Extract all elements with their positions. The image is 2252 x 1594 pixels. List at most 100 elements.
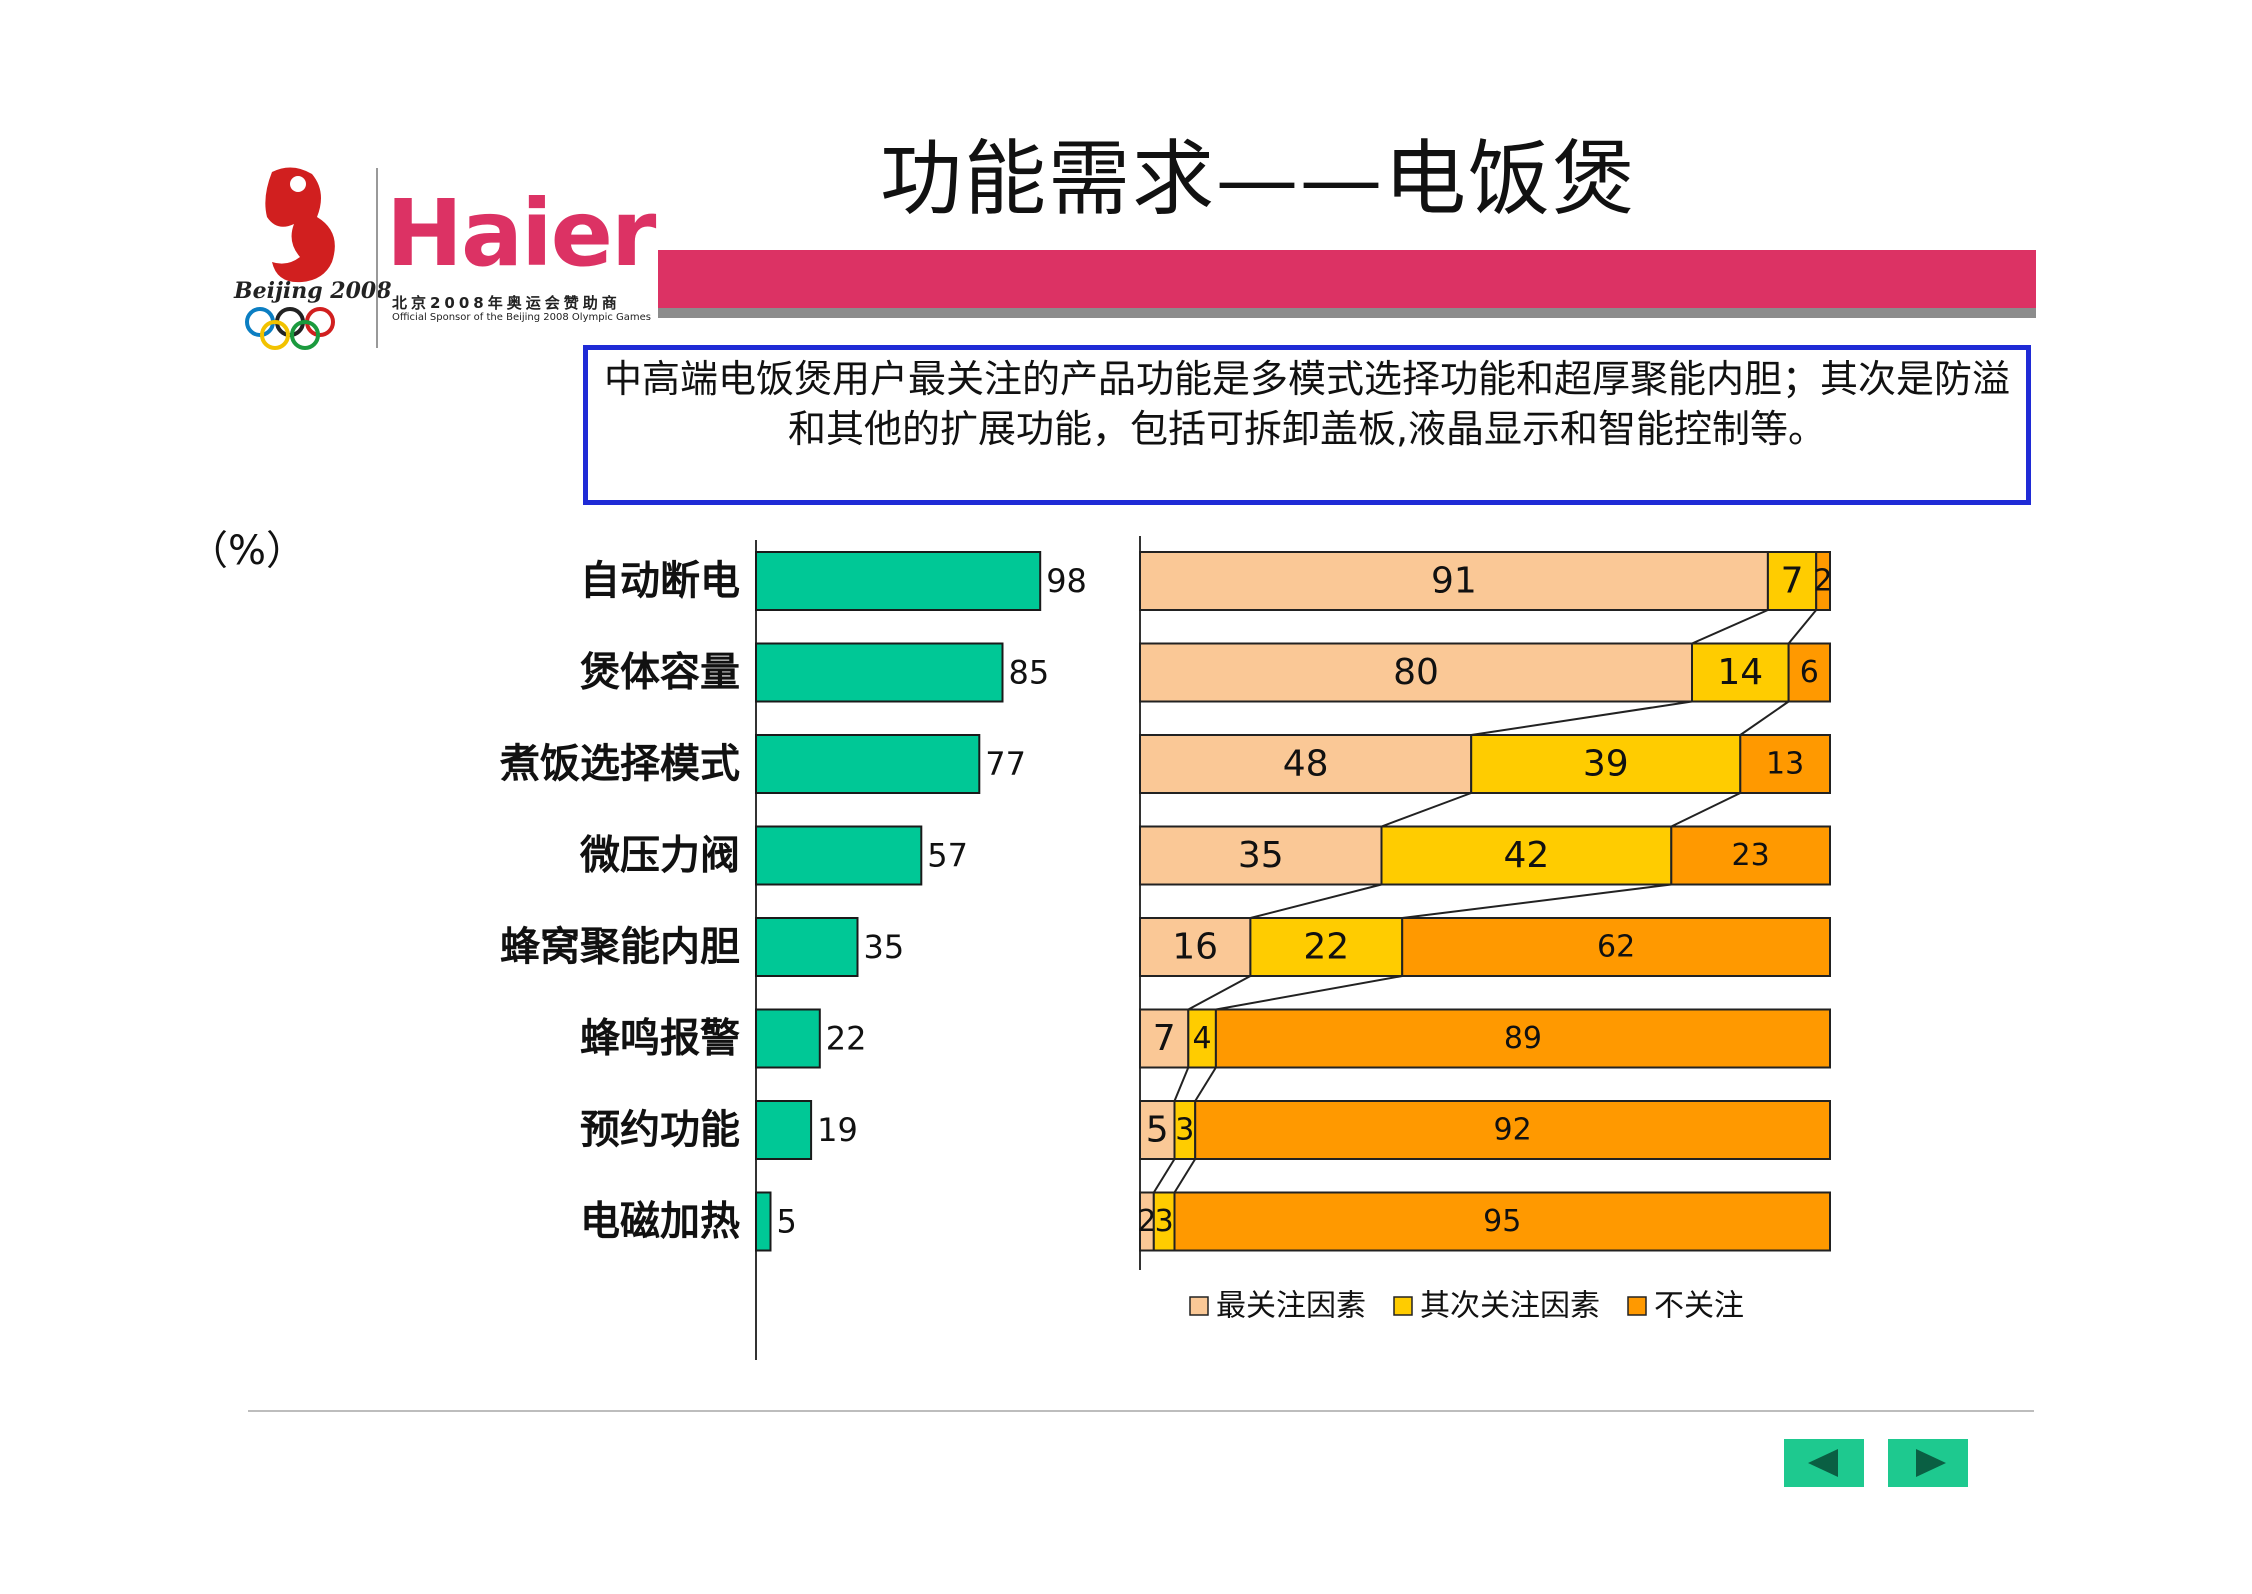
stacked-value: 89 [1504, 1021, 1542, 1056]
beijing-2008-text: Beijing 2008 [234, 278, 392, 304]
category-label: 电磁加热 [580, 1199, 740, 1245]
stacked-value: 23 [1732, 838, 1770, 873]
stacked-value: 62 [1597, 930, 1635, 965]
stacked-value: 2 [1814, 564, 1833, 599]
series-connector [1402, 883, 1672, 919]
stacked-segment [1139, 917, 1252, 977]
left-bar [755, 1008, 821, 1069]
stacked-segment [1139, 1008, 1190, 1069]
stacked-value: 4 [1193, 1021, 1212, 1056]
series-connector [1187, 975, 1251, 1011]
left-bar-value: 22 [826, 1020, 867, 1058]
summary-box: 中高端电饭煲用户最关注的产品功能是多模式选择功能和超厚聚能内胆；其次是防溢和其他… [583, 345, 2031, 505]
stacked-segment [1249, 917, 1404, 977]
series-connector [1173, 1158, 1197, 1194]
stacked-segment [1139, 825, 1383, 886]
stacked-value: 39 [1583, 744, 1629, 785]
triangle-left-icon [1808, 1449, 1838, 1477]
stacked-segment [1139, 642, 1693, 703]
series-connector [1787, 609, 1817, 645]
left-bar [755, 825, 923, 886]
category-label: 蜂窝聚能内胆 [500, 924, 740, 970]
stacked-value: 3 [1175, 1113, 1194, 1148]
left-bar [755, 642, 1004, 703]
series-connector [1691, 609, 1769, 645]
legend-label: 不关注 [1654, 1289, 1744, 1324]
sponsor-text-en: Official Sponsor of the Beijing 2008 Oly… [392, 312, 652, 323]
stacked-value: 48 [1283, 744, 1329, 785]
series-connector [1215, 975, 1403, 1011]
header-accent-band [658, 250, 2036, 308]
left-bar [755, 917, 859, 977]
logo-divider [376, 168, 378, 348]
series-connector [1381, 792, 1472, 828]
next-slide-button[interactable] [1888, 1439, 1968, 1487]
legend-swatch [1627, 1296, 1647, 1316]
unit-label: （%） [188, 528, 307, 574]
legend-swatch [1189, 1296, 1209, 1316]
left-bar [755, 1100, 813, 1160]
stacked-segment [1670, 825, 1832, 886]
legend-label: 最关注因素 [1216, 1289, 1366, 1324]
stacked-value: 14 [1717, 652, 1763, 693]
left-bar-value: 57 [927, 837, 968, 875]
category-label: 蜂鸣报警 [580, 1016, 740, 1062]
legend-label: 其次关注因素 [1420, 1289, 1600, 1324]
series-connector [1250, 883, 1382, 919]
beijing-2008-emblem [245, 167, 335, 350]
haier-logo: Haier [386, 180, 656, 287]
stacked-segment [1766, 551, 1818, 611]
stacked-segment [1214, 1008, 1831, 1069]
left-bar-value: 77 [985, 745, 1026, 783]
stacked-value: 16 [1172, 927, 1218, 968]
left-bar [755, 1191, 772, 1252]
series-connector [1471, 700, 1693, 736]
category-label: 煮饭选择模式 [499, 741, 740, 787]
left-bar-value: 98 [1046, 562, 1087, 600]
stacked-segment [1380, 825, 1673, 886]
stacked-value: 7 [1781, 561, 1804, 602]
category-label: 自动断电 [580, 558, 740, 604]
series-connector [1152, 1158, 1176, 1194]
stacked-segment [1173, 1191, 1831, 1252]
left-bar-value: 85 [1009, 654, 1050, 692]
stacked-value: 13 [1766, 747, 1804, 782]
prev-slide-button[interactable] [1784, 1439, 1864, 1487]
header-shadow-band [658, 308, 2036, 318]
legend-swatch [1393, 1296, 1413, 1316]
stacked-value: 35 [1238, 835, 1284, 876]
sponsor-text-cn: 北京2008年奥运会赞助商 [392, 294, 621, 312]
stacked-segment [1470, 734, 1742, 794]
left-bar [755, 551, 1042, 611]
stacked-value: 2 [1137, 1204, 1156, 1239]
stacked-segment [1815, 551, 1831, 611]
stacked-value: 95 [1483, 1204, 1521, 1239]
category-label: 微压力阀 [579, 833, 740, 879]
stacked-segment [1139, 1100, 1176, 1160]
series-connector [1173, 1067, 1190, 1102]
stacked-value: 3 [1155, 1204, 1174, 1239]
stacked-segment [1787, 642, 1831, 703]
series-connector [1739, 700, 1790, 736]
stacked-value: 7 [1153, 1018, 1176, 1059]
left-bar-value: 19 [817, 1111, 858, 1149]
series-connector [1670, 792, 1741, 828]
stacked-segment [1194, 1100, 1831, 1160]
series-connector [1194, 1066, 1217, 1102]
stacked-segment [1739, 734, 1832, 794]
page-title: 功能需求——电饭煲 [880, 132, 1637, 227]
category-label: 煲体容量 [580, 650, 740, 696]
stacked-value: 42 [1503, 835, 1549, 876]
left-bar [755, 734, 981, 794]
footer-divider [248, 1410, 2034, 1412]
category-label: 预约功能 [580, 1107, 740, 1153]
left-bar-value: 5 [777, 1203, 797, 1241]
stacked-segment [1401, 917, 1831, 977]
stacked-value: 6 [1800, 655, 1819, 690]
left-bar-value: 35 [864, 928, 905, 966]
stacked-value: 22 [1303, 927, 1349, 968]
triangle-right-icon [1916, 1449, 1946, 1477]
stacked-value: 92 [1494, 1113, 1532, 1148]
stacked-value: 91 [1431, 561, 1477, 602]
